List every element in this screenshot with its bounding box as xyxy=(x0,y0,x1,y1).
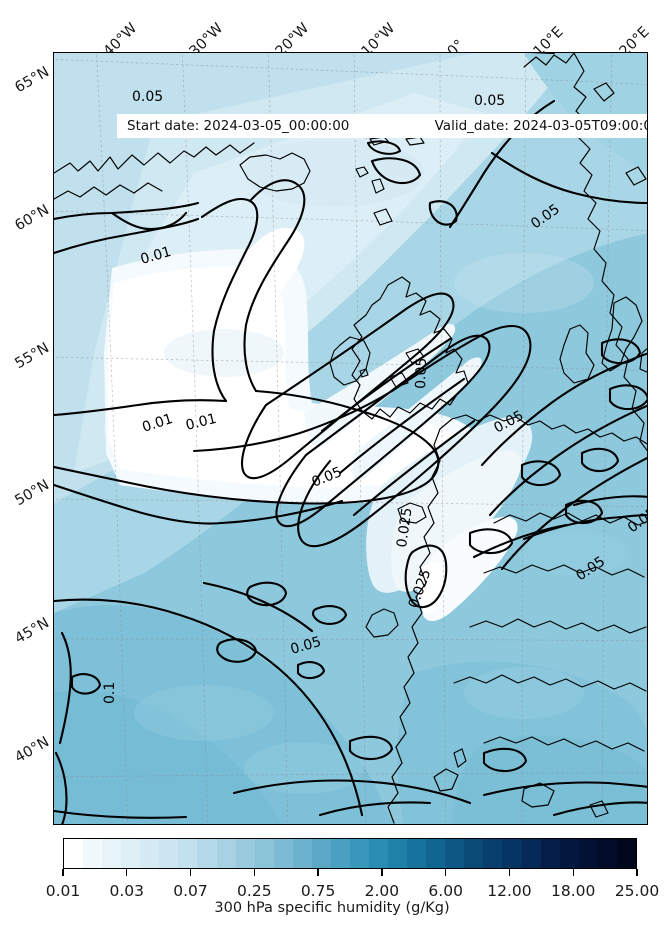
colorbar-tick xyxy=(445,869,447,876)
colorbar-tick xyxy=(62,869,64,876)
lat-tick-label: 50°N xyxy=(12,477,53,510)
contour-label: 0.05 xyxy=(413,357,430,389)
colorbar-band xyxy=(445,839,465,868)
colorbar-band xyxy=(407,839,427,868)
colorbar-tick-labels: 0.01 0.03 0.07 0.25 0.75 2.00 6.00 12.00 18.00 25… xyxy=(46,882,659,902)
colorbar-band xyxy=(426,839,446,868)
colorbar-tick-label: 12.00 xyxy=(487,882,532,900)
colorbar-band xyxy=(311,839,331,868)
contour-label: 0.05 xyxy=(474,93,505,109)
colorbar-band xyxy=(388,839,408,868)
lat-tick-label: 40°N xyxy=(12,734,53,767)
colorbar-tick xyxy=(189,869,192,876)
colorbar-title: 300 hPa specific humidity (g/Kg) xyxy=(214,900,450,916)
colorbar-band xyxy=(483,839,503,868)
colorbar-band xyxy=(254,839,274,868)
colorbar-band xyxy=(578,839,598,868)
contour-label-group: 0.05 xyxy=(413,357,430,389)
colorbar-bands xyxy=(63,838,637,869)
colorbar-band xyxy=(464,839,484,868)
contour-label: 0.025 xyxy=(394,507,415,549)
colorbar-band xyxy=(235,839,255,868)
lat-tick-label: 55°N xyxy=(12,340,53,373)
colorbar-band xyxy=(216,839,236,868)
lat-tick-label: 65°N xyxy=(12,64,53,97)
colorbar-tick xyxy=(126,869,128,876)
colorbar-tick-label: 25.00 xyxy=(614,882,660,900)
colorbar-band xyxy=(197,839,217,868)
colorbar-band xyxy=(349,839,369,868)
start-date-label: Start date: 2024-03-05_00:00:00 xyxy=(127,118,350,134)
contour-label-group: 0.025 xyxy=(394,507,415,549)
contour-label: 0.1 xyxy=(102,682,118,704)
colorbar-ticks xyxy=(62,869,638,876)
colorbar-band xyxy=(597,839,617,868)
colorbar-band xyxy=(369,839,389,868)
colorbar[interactable]: 0.01 0.03 0.07 0.25 0.75 2.00 6.00 12.00 18.00 25… xyxy=(46,838,659,900)
contour-label-group: 0.05 xyxy=(474,93,505,109)
colorbar-band xyxy=(64,839,84,868)
colorbar-band xyxy=(521,839,541,868)
colorbar-band xyxy=(292,839,312,868)
colorbar-band xyxy=(178,839,198,868)
colorbar-tick xyxy=(317,869,319,876)
colorbar-band xyxy=(273,839,293,868)
contour-label: 0.05 xyxy=(132,89,163,105)
colorbar-band xyxy=(616,839,636,868)
valid-date-label: Valid_date: 2024-03-05T09:00:00.00 xyxy=(434,118,647,134)
colorbar-tick xyxy=(636,869,638,876)
contour-label-group: 0.05 xyxy=(132,89,163,105)
colorbar-tick-label: 0.03 xyxy=(109,882,145,900)
lat-tick-label: 60°N xyxy=(12,202,53,235)
contour-label-group: 0.1 xyxy=(102,682,118,704)
colorbar-band xyxy=(502,839,522,868)
colorbar-tick-label: 18.00 xyxy=(551,882,596,900)
map-panel[interactable]: 0.050.050.050.010.050.050.010.010.050.05… xyxy=(53,52,648,825)
colorbar-band xyxy=(540,839,560,868)
colorbar-band xyxy=(140,839,160,868)
colorbar-tick xyxy=(381,869,383,876)
humidity-map: 0.050.050.050.010.050.050.010.010.050.05… xyxy=(54,53,647,824)
contour-label-group: 0.01 xyxy=(184,411,218,434)
colorbar-tick-label: 0.25 xyxy=(237,882,272,900)
colorbar-band xyxy=(159,839,179,868)
colorbar-tick-label: 6.00 xyxy=(428,882,463,900)
colorbar-band xyxy=(102,839,122,868)
colorbar-band xyxy=(121,839,141,868)
date-stamp-banner: Start date: 2024-03-05_00:00:00 Valid_da… xyxy=(117,114,647,138)
colorbar-tick xyxy=(572,869,574,876)
colorbar-tick-label: 0.07 xyxy=(173,882,208,900)
colorbar-tick-label: 0.01 xyxy=(45,882,81,900)
colorbar-tick xyxy=(508,869,511,876)
colorbar-band xyxy=(330,839,350,868)
contour-label: 0.01 xyxy=(184,411,218,434)
lat-tick-label: 45°N xyxy=(12,615,53,648)
colorbar-band xyxy=(559,839,579,868)
colorbar-tick-label: 2.00 xyxy=(364,882,400,900)
colorbar-band xyxy=(83,839,103,868)
colorbar-tick-label: 0.75 xyxy=(300,882,336,900)
colorbar-tick xyxy=(253,869,255,876)
